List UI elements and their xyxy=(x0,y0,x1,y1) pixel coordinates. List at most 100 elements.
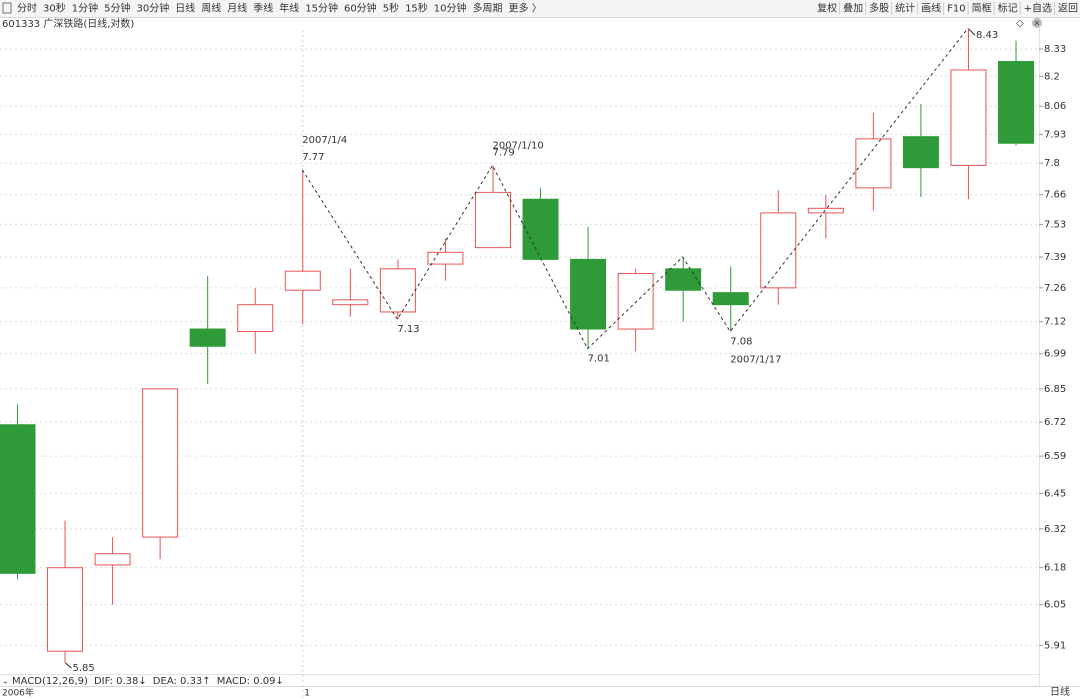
toolbar-bg xyxy=(0,0,1080,17)
close-icon[interactable]: × xyxy=(1034,19,1041,28)
toolbar-button[interactable]: 60分钟 xyxy=(344,2,377,15)
toolbar-button[interactable]: 周线 xyxy=(201,2,221,15)
candle-body xyxy=(94,553,131,566)
indicator-value: MACD: 0.09 xyxy=(217,676,276,687)
indicator-value: DIF: 0.38 xyxy=(94,676,138,687)
toolbar-button[interactable]: 30分钟 xyxy=(136,2,169,15)
y-tick-label: 6.32 xyxy=(1044,524,1066,535)
toolbar-button[interactable]: 画线 xyxy=(921,2,941,15)
indicator-arrow: ↓ xyxy=(138,676,146,687)
annotation-value: 7.13 xyxy=(397,324,419,335)
candle-body xyxy=(807,207,844,214)
toolbar-button[interactable]: 分时 xyxy=(17,3,37,15)
zigzag-line xyxy=(301,27,969,350)
candle-body xyxy=(570,258,607,330)
annotation-value: 7.77 xyxy=(302,152,324,163)
annotation-arrow xyxy=(968,28,976,36)
toolbar-button[interactable]: 简框 xyxy=(972,2,992,15)
toolbar-button[interactable]: 30秒 xyxy=(43,2,66,15)
candle-body xyxy=(142,388,179,538)
toolbar-button[interactable]: 15秒 xyxy=(405,2,428,15)
candle-body xyxy=(284,270,321,291)
indicator-title: MACD(12,26,9) xyxy=(12,676,88,687)
close-button[interactable] xyxy=(1032,18,1042,28)
candle-body xyxy=(617,273,654,330)
toolbar-button[interactable]: 10分钟 xyxy=(434,2,467,15)
y-tick-label: 7.8 xyxy=(1044,158,1060,169)
y-tick-label: 6.59 xyxy=(1044,451,1066,462)
toolbar-button[interactable]: 复权 xyxy=(817,2,837,15)
y-tick-label: 6.72 xyxy=(1044,417,1066,428)
y-tick-label: 7.26 xyxy=(1044,283,1066,294)
candle-body xyxy=(665,268,702,291)
x-period-label: 2006年 xyxy=(2,687,34,699)
annotation-value: 8.43 xyxy=(976,30,998,41)
candle-body xyxy=(902,136,939,169)
toolbar-button[interactable]: 5秒 xyxy=(383,2,399,15)
annotation-value: 7.01 xyxy=(588,354,610,365)
toolbar-button[interactable]: 日线 xyxy=(175,2,195,15)
candle-body xyxy=(47,567,84,652)
annotation-date: 2007/1/10 xyxy=(492,140,543,151)
indicator-arrow: ↓ xyxy=(275,676,283,687)
indicator-arrow: ↑ xyxy=(202,676,210,687)
candle-body xyxy=(950,69,987,166)
candle-body xyxy=(379,268,416,313)
candle-body xyxy=(998,61,1035,144)
candle-body xyxy=(474,191,511,249)
candle-body xyxy=(189,328,226,347)
toolbar-button[interactable]: 月线 xyxy=(227,2,247,15)
toolbar-button[interactable]: 返回 xyxy=(1058,3,1078,15)
candle-body xyxy=(427,251,464,265)
chart-title: 601333 广深铁路(日线,对数) xyxy=(2,17,134,30)
toolbar-button[interactable]: 统计 xyxy=(895,2,915,15)
toolbar-button[interactable]: 叠加 xyxy=(843,3,863,15)
y-tick-label: 7.53 xyxy=(1044,219,1066,230)
toolbar-icon[interactable] xyxy=(2,2,12,14)
annotation-value: 5.85 xyxy=(73,663,95,674)
indicator-value: DEA: 0.33 xyxy=(153,676,203,687)
y-tick-label: 6.05 xyxy=(1044,600,1066,611)
x-tick-label: 1 xyxy=(304,689,310,699)
toolbar-button[interactable]: 1分钟 xyxy=(72,2,98,15)
annotation-date: 2007/1/4 xyxy=(302,135,347,146)
annotation-value: 7.79 xyxy=(492,147,514,158)
toolbar-button[interactable]: 多周期 xyxy=(473,2,503,15)
toolbar-button[interactable]: 15分钟 xyxy=(305,2,338,15)
y-tick-label: 8.2 xyxy=(1044,71,1060,82)
toolbar-button[interactable]: 5分钟 xyxy=(104,2,130,15)
annotation-value: 7.08 xyxy=(730,336,752,347)
y-tick-label: 7.39 xyxy=(1044,252,1066,263)
indicator-collapse[interactable]: ⌄ xyxy=(2,677,9,686)
toolbar-button[interactable]: 季线 xyxy=(253,2,273,15)
toolbar-button[interactable]: 更多 〉 xyxy=(509,2,542,15)
y-tick-label: 5.91 xyxy=(1044,640,1066,651)
annotation-arrow xyxy=(65,662,72,669)
candle-body xyxy=(0,424,36,574)
candle-body xyxy=(522,198,559,260)
y-tick-label: 8.33 xyxy=(1044,44,1066,55)
annotation-date: 2007/1/17 xyxy=(730,354,781,365)
toolbar-button[interactable]: F10 xyxy=(947,4,965,15)
toolbar-button[interactable]: +自选 xyxy=(1024,2,1052,15)
y-tick-label: 6.45 xyxy=(1044,488,1066,499)
y-tick-label: 6.99 xyxy=(1044,349,1066,360)
y-tick-label: 6.85 xyxy=(1044,384,1066,395)
settings-icon[interactable]: ◇ xyxy=(1016,18,1024,29)
period-tag: 日线 xyxy=(1050,685,1070,698)
y-tick-label: 7.66 xyxy=(1044,190,1066,201)
y-tick-label: 7.93 xyxy=(1044,129,1066,140)
y-tick-label: 7.12 xyxy=(1044,317,1066,328)
candle-body xyxy=(237,304,274,332)
toolbar-button[interactable]: 年线 xyxy=(279,2,299,15)
toolbar-button[interactable]: 标记 xyxy=(998,3,1018,15)
candle-body xyxy=(855,138,892,189)
y-tick-label: 6.18 xyxy=(1044,563,1066,574)
candle-body xyxy=(760,212,797,289)
y-tick-label: 8.06 xyxy=(1044,101,1066,112)
candle-body xyxy=(332,299,369,306)
toolbar-button[interactable]: 多股 xyxy=(869,2,889,15)
candle-body xyxy=(712,292,749,306)
